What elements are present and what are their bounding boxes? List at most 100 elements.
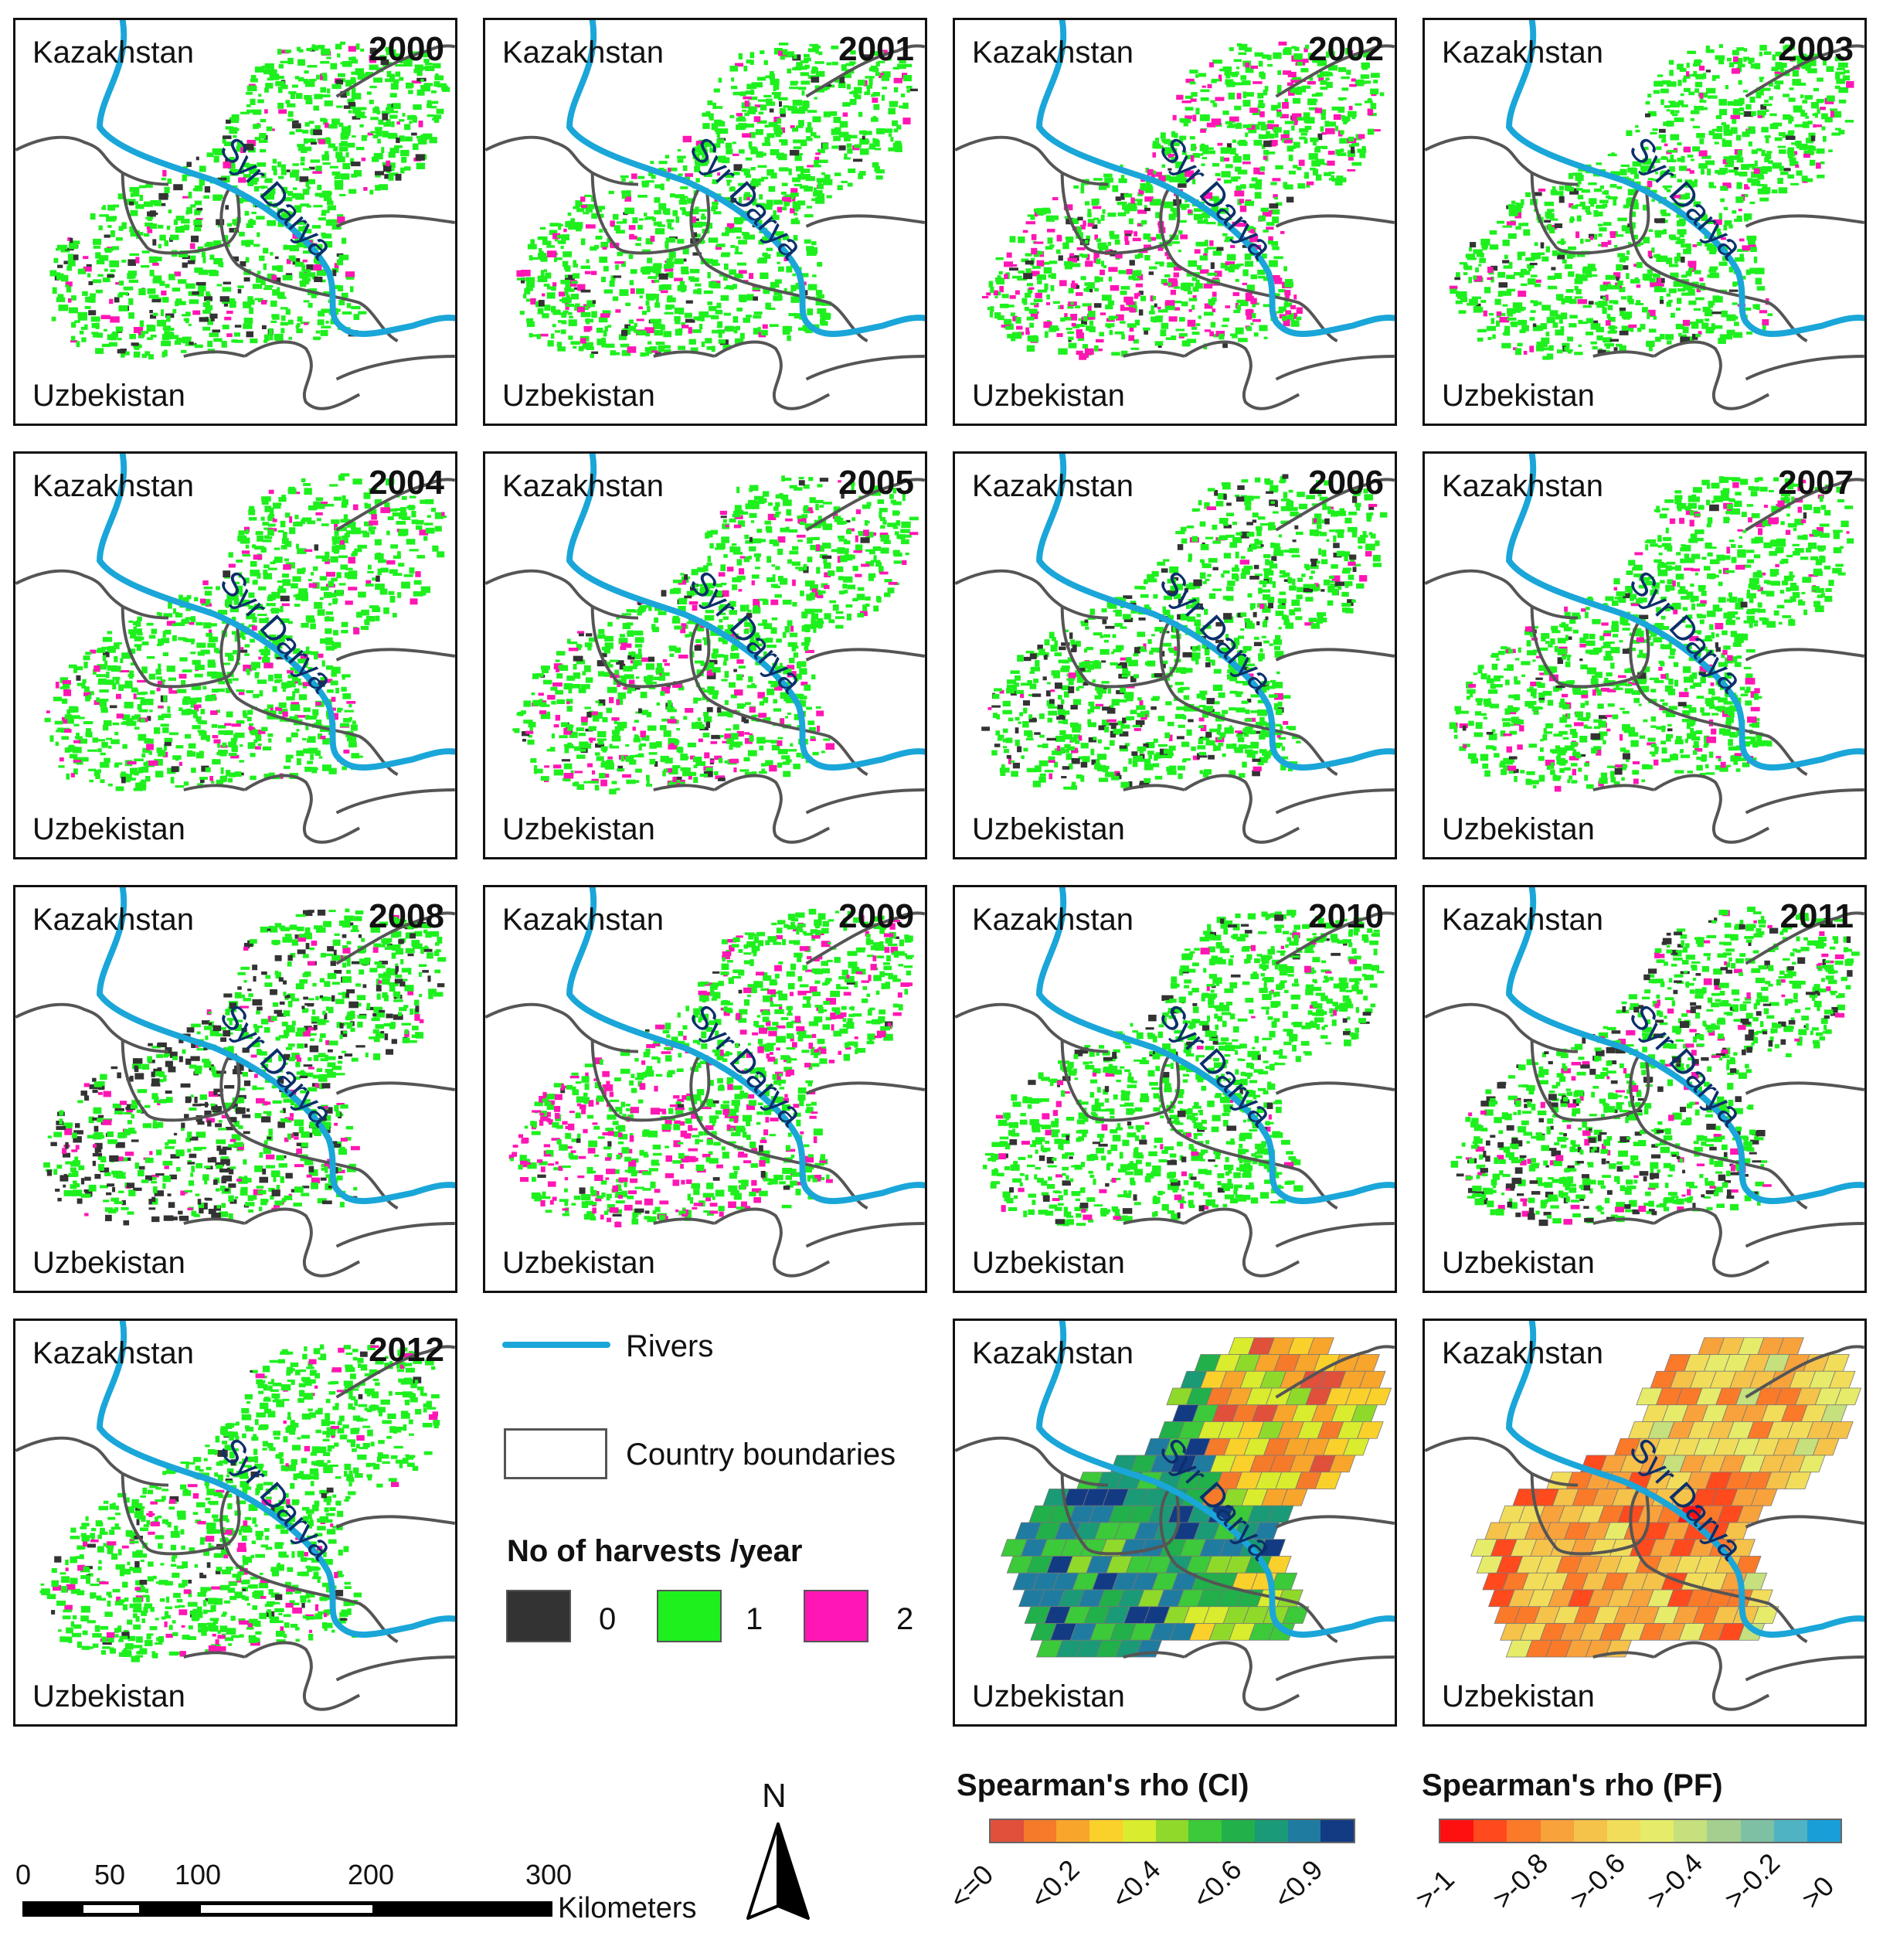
- ci-colorbar-title: Spearman's rho (CI): [957, 1768, 1249, 1802]
- country-boundary-line: [1592, 1651, 1655, 1659]
- country-boundary-line: [335, 911, 455, 965]
- uzbekistan-label: Uzbekistan: [1442, 1246, 1595, 1280]
- country-boundary-line: [1653, 1641, 1770, 1711]
- country-boundary-line: [183, 1217, 246, 1225]
- country-boundary-line: [1123, 784, 1185, 791]
- harvest-map-graphic: Syr Darya: [955, 20, 1395, 410]
- river-label: Syr Darya: [1152, 564, 1280, 700]
- harvest-map-2012: Syr Darya Kazakhstan Uzbekistan 2012: [13, 1319, 457, 1727]
- country-boundary-line: [1629, 621, 1808, 776]
- kazakhstan-label: Kazakhstan: [502, 36, 664, 70]
- country-boundary-line: [805, 478, 925, 532]
- colorbar-step: [1188, 1820, 1222, 1842]
- country-boundary-line: [1275, 1515, 1395, 1529]
- country-boundary-line: [1123, 350, 1185, 358]
- colorbar-step: [1222, 1820, 1255, 1842]
- syr-darya-river-line: [1036, 20, 1395, 337]
- country-boundary-line: [1745, 1655, 1864, 1682]
- harvest-map-2005: Syr Darya Kazakhstan Uzbekistan 2005: [483, 451, 927, 859]
- country-boundary-line: [485, 135, 638, 186]
- syr-darya-river-line: [1506, 454, 1864, 771]
- country-boundary-line: [335, 1081, 455, 1095]
- country-boundary-line: [121, 606, 241, 689]
- country-boundary-line: [121, 172, 241, 255]
- country-boundary-line: [805, 648, 925, 662]
- ci-correlation-map-graphic: Syr Darya: [955, 1321, 1395, 1711]
- country-boundary-line: [243, 340, 361, 410]
- uzbekistan-label: Uzbekistan: [972, 379, 1125, 413]
- country-boundary-line: [15, 569, 168, 620]
- country-boundary-line: [653, 1217, 715, 1225]
- country-boundary-line: [590, 172, 711, 255]
- country-boundary-line: [653, 784, 715, 791]
- uzbekistan-label: Uzbekistan: [502, 812, 655, 846]
- country-boundary-line: [335, 1345, 455, 1399]
- country-boundary-line: [1745, 1345, 1864, 1399]
- colorbar-step: [1573, 1820, 1607, 1842]
- year-label: 2002: [1308, 30, 1384, 68]
- harvest-legend-title: No of harvests /year: [507, 1534, 803, 1568]
- harvest-map-2003: Syr Darya Kazakhstan Uzbekistan 2003: [1422, 18, 1867, 426]
- country-boundary-line: [1745, 1081, 1864, 1095]
- country-boundary-line: [1425, 135, 1578, 186]
- country-boundary-line: [485, 569, 638, 620]
- colorbar-tick-label: >-0.4: [1640, 1846, 1709, 1915]
- country-boundary-line: [219, 621, 399, 776]
- pf-colorbar-title: Spearman's rho (PF): [1422, 1768, 1723, 1802]
- year-label: 2004: [369, 464, 444, 502]
- country-boundary-line: [121, 1473, 241, 1556]
- colorbar-step: [1674, 1820, 1708, 1842]
- country-boundary-line: [805, 1222, 925, 1248]
- country-boundary-line: [1159, 621, 1338, 776]
- country-boundary-line: [335, 1655, 455, 1682]
- colorbar-tick-label: >-0.6: [1563, 1846, 1632, 1915]
- country-boundary-line: [713, 1207, 831, 1278]
- country-boundary-line: [1745, 788, 1864, 815]
- country-boundary-line: [1159, 187, 1338, 342]
- syr-darya-river-line: [1506, 20, 1864, 337]
- kazakhstan-label: Kazakhstan: [502, 903, 664, 937]
- scale-bar-graphic: [22, 1901, 552, 1917]
- syr-darya-river-line: [566, 454, 925, 771]
- colorbar-tick-label: <0.6: [1186, 1853, 1248, 1915]
- syr-darya-river-line: [97, 20, 455, 337]
- country-boundary-line: [590, 606, 711, 689]
- syr-darya-river-line: [97, 887, 455, 1204]
- pf-correlation-map-graphic: Syr Darya: [1425, 1321, 1864, 1711]
- country-boundary-line: [713, 340, 831, 410]
- country-boundary-line: [1745, 648, 1864, 662]
- colorbar-step: [1023, 1820, 1057, 1842]
- harvest-map-graphic: Syr Darya: [15, 1321, 455, 1711]
- country-boundary-line: [805, 911, 925, 965]
- colorbar-step: [1287, 1820, 1321, 1842]
- colorbar-step: [1606, 1820, 1641, 1842]
- colorbar-tick-label: <=0: [943, 1858, 1000, 1915]
- country-boundary-line: [1275, 355, 1395, 381]
- pf-colorbar: [1439, 1819, 1842, 1843]
- country-boundary-line: [955, 1002, 1108, 1053]
- colorbar-step: [1807, 1820, 1841, 1842]
- harvest-map-graphic: Syr Darya: [955, 887, 1395, 1278]
- syr-darya-river-line: [97, 454, 455, 771]
- uzbekistan-label: Uzbekistan: [1442, 1679, 1595, 1713]
- harvest-map-2000: Syr Darya Kazakhstan Uzbekistan 2000: [13, 18, 457, 426]
- colorbar-step: [1440, 1820, 1474, 1842]
- syr-darya-river-line: [97, 1321, 455, 1638]
- class-0-label: 0: [599, 1602, 617, 1636]
- country-boundary-line: [1159, 1054, 1338, 1210]
- country-boundary-line: [219, 1054, 399, 1210]
- country-boundary-line: [1629, 1054, 1808, 1210]
- ci-correlation-map: Syr Darya Kazakhstan Uzbekistan: [953, 1319, 1397, 1727]
- scale-unit: Kilometers: [558, 1892, 697, 1924]
- country-boundary-line: [653, 350, 715, 358]
- harvest-map-2009: Syr Darya Kazakhstan Uzbekistan 2009: [483, 885, 927, 1293]
- uzbekistan-label: Uzbekistan: [972, 812, 1125, 846]
- country-boundary-line: [1745, 355, 1864, 381]
- kazakhstan-label: Kazakhstan: [32, 469, 195, 503]
- kazakhstan-label: Kazakhstan: [32, 903, 195, 937]
- country-boundary-line: [1275, 1345, 1395, 1399]
- country-boundary-line: [335, 478, 455, 532]
- country-boundary-line: [1745, 1222, 1864, 1248]
- country-boundary-line: [335, 1515, 455, 1529]
- country-boundary-line: [1530, 1473, 1650, 1556]
